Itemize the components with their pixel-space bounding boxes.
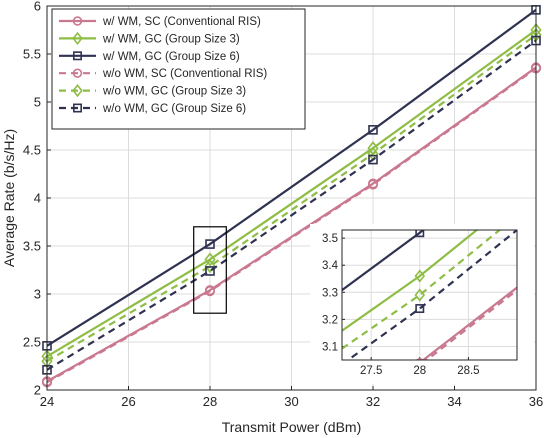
legend-item: w/ WM, GC (Group Size 3)	[59, 31, 240, 45]
series-line	[46, 67, 537, 384]
x-tick-label: 28	[203, 394, 217, 409]
inset-y-tick-label: 3.1	[322, 341, 338, 353]
y-tick-label: 5	[34, 95, 41, 110]
inset-data-point	[414, 269, 426, 283]
data-point	[368, 125, 378, 135]
y-tick-label: 3.5	[23, 239, 41, 254]
inset-y-tick-label: 3.5	[322, 233, 338, 245]
y-axis-label: Average Rate (b/s/Hz)	[1, 129, 17, 267]
data-point	[205, 239, 215, 249]
legend-marker	[73, 103, 82, 113]
zoom-region-box	[193, 226, 227, 314]
inset-series-w-o-wm-gc-group-size-3	[342, 230, 502, 350]
inset-plot: 27.5 28 28.5 3.1 3.2 3.3 3.4 3.5	[310, 224, 534, 384]
inset-plot-area	[342, 230, 517, 360]
inset-data-point	[415, 230, 425, 238]
y-tick-label: 2.5	[23, 335, 41, 350]
series-line	[46, 39, 537, 371]
legend-item: w/ WM, SC (Conventional RIS)	[59, 16, 261, 28]
inset-data-point	[415, 357, 424, 360]
y-tick-label: 4.5	[23, 143, 41, 158]
inset-x-tick-label: 28.5	[457, 365, 479, 377]
inset-series-line	[342, 230, 425, 292]
x-tick-label: 30	[284, 394, 298, 409]
inset-axes-frame	[341, 229, 518, 361]
data-point	[204, 286, 216, 297]
x-tick-label: 26	[121, 394, 135, 409]
data-point	[204, 259, 216, 274]
legend-marker	[72, 84, 83, 98]
legend-label: w/o WM, SC (Conventional RIS)	[102, 68, 267, 80]
legend-marker	[73, 51, 82, 61]
x-axis-label: Transmit Power (dBm)	[222, 419, 362, 435]
inset-x-tick-label: 27.5	[360, 365, 382, 377]
legend-item: w/o WM, SC (Conventional RIS)	[59, 68, 267, 80]
main-tick-labels: 24 26 28 30 32 34 36 2 2.5 3 3.5 4 4.5 5 5.5 6	[23, 0, 543, 409]
data-point	[368, 154, 378, 165]
legend-item: w/o WM, GC (Group Size 3)	[59, 84, 246, 98]
legend-box	[51, 8, 306, 130]
inset-series-line	[342, 230, 479, 332]
data-point	[205, 266, 215, 276]
y-tick-label: 6	[34, 0, 41, 14]
y-tick-label: 4	[34, 191, 41, 206]
inset-data-point	[414, 288, 426, 302]
inset-series	[342, 230, 517, 360]
data-point	[204, 252, 216, 267]
legend-label: w/o WM, GC (Group Size 3)	[102, 86, 246, 98]
legend-label: w/ WM, SC (Conventional RIS)	[102, 16, 261, 28]
legend-label: w/ WM, GC (Group Size 6)	[102, 51, 240, 63]
legend: w/ WM, SC (Conventional RIS) w/ WM, GC (G…	[51, 8, 306, 130]
inset-series-w-wm-gc-group-size-3	[342, 230, 479, 332]
x-tick-label: 32	[366, 394, 380, 409]
legend-marker	[72, 16, 83, 26]
y-tick-label: 2	[34, 383, 41, 398]
inset-series-w-o-wm-gc-group-size-6	[346, 230, 517, 360]
y-tick-label: 5.5	[23, 47, 41, 62]
inset-x-tick-label: 28	[413, 365, 426, 377]
legend-label: w/ WM, GC (Group Size 3)	[102, 33, 240, 45]
legend-item: w/o WM, GC (Group Size 6)	[59, 103, 246, 115]
data-point	[367, 179, 379, 190]
x-tick-label: 34	[447, 394, 461, 409]
inset-y-tick-label: 3.2	[322, 314, 338, 326]
inset-series-line	[421, 286, 517, 360]
inset-y-tick-label: 3.4	[322, 260, 339, 272]
legend-marker	[72, 31, 83, 45]
y-tick-label: 3	[34, 287, 41, 302]
legend-item: w/ WM, GC (Group Size 6)	[59, 51, 240, 63]
inset-series-w-wm-sc-conventional-ris	[415, 286, 517, 360]
series-line	[46, 8, 537, 347]
legend-label: w/o WM, GC (Group Size 6)	[102, 103, 246, 115]
x-tick-label: 24	[40, 394, 54, 409]
inset-data-point	[415, 304, 425, 314]
main-axes-frame	[46, 5, 537, 391]
legend-marker	[72, 68, 83, 78]
inset-grid	[342, 230, 517, 360]
inset-y-tick-label: 3.3	[322, 287, 338, 299]
series-line	[46, 29, 537, 358]
inset-series-w-wm-gc-group-size-6	[342, 230, 425, 292]
x-tick-label: 36	[529, 394, 543, 409]
